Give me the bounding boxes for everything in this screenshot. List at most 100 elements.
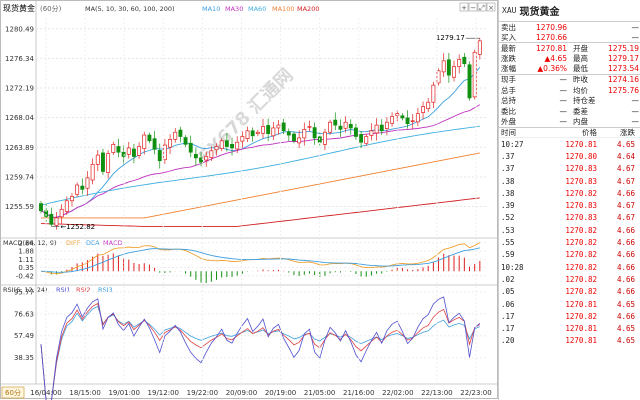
candle-body [359, 134, 364, 143]
candle-body [271, 127, 276, 137]
candle-body [162, 144, 167, 161]
ticks-header: 时间 价格 涨跌 [499, 127, 640, 138]
candle [328, 119, 333, 135]
x-tick-label: 20/09:00 [226, 389, 257, 397]
macd-tick-label: 0.35 [18, 264, 34, 272]
tick-change: 4.66 [616, 274, 635, 284]
quote-value: — [559, 117, 568, 127]
candle [168, 134, 173, 154]
candle [173, 127, 178, 143]
y-tick-label: 1263.89 [5, 144, 34, 152]
rsi-legend-rsi1: RSI1 [56, 286, 71, 294]
tick-row: .59 1270.82 4.66 [499, 249, 640, 261]
candle-body [261, 126, 265, 134]
macd-params-label: MACD(26, 12, 9) [3, 239, 57, 247]
tick-row: .06 1270.81 4.65 [499, 298, 640, 310]
candle-body [328, 121, 333, 133]
candle-body [446, 59, 451, 76]
tick-row: .20 1270.81 4.65 [499, 335, 640, 347]
zoom-out-icon[interactable]: − [468, 2, 478, 12]
rsi-tick-label: 38.35 [14, 354, 34, 362]
candle [147, 132, 152, 144]
chart-title: 现货黄金 [3, 3, 35, 13]
quote-label: 委差 [573, 106, 588, 116]
candle-body [204, 156, 209, 161]
tick-time: .55 [501, 238, 515, 248]
tick-price: 1270.81 [565, 139, 597, 149]
quote-value: — [559, 85, 568, 95]
candle [312, 122, 317, 145]
candle-body [302, 129, 307, 139]
candle [343, 116, 348, 133]
tick-price: 1270.82 [565, 287, 597, 297]
tick-row: .17 1270.81 4.65 [499, 322, 640, 334]
candle-body [111, 143, 116, 153]
candle [199, 151, 203, 167]
tick-price: 1270.80 [565, 151, 597, 161]
candle [75, 182, 80, 197]
ma10-line [40, 67, 481, 218]
quote-label: 外盘 [501, 117, 516, 127]
period-button[interactable]: 60分 [1, 386, 25, 399]
tick-row: .37 1270.83 4.67 [499, 163, 640, 175]
candle-body [188, 142, 193, 153]
candle [281, 118, 286, 135]
candle-body [75, 184, 80, 195]
quote-row: 涨幅 ▲0.36% 最低 1273.54 [499, 64, 640, 75]
candle-body [292, 133, 296, 142]
fullscreen-icon[interactable]: ⤢ [477, 2, 487, 12]
y-tick-label: 1268.04 [5, 114, 34, 122]
tick-change: 4.64 [616, 151, 635, 161]
candle-body [286, 131, 291, 136]
macd-tick-label: -0.42 [16, 272, 34, 280]
tick-price: 1270.81 [565, 324, 597, 334]
ma-params-label: MA(5, 10, 30, 60, 100, 200) [85, 5, 175, 13]
candle [292, 131, 296, 144]
macd-dea-line [40, 247, 480, 273]
y-tick-label: 1255.59 [5, 203, 34, 211]
quote-label: 现手 [501, 75, 516, 85]
zoom-in-icon[interactable]: + [459, 2, 469, 12]
tick-change: 4.66 [616, 188, 635, 198]
candle [333, 112, 338, 131]
candle-body [95, 154, 100, 165]
tick-time: .52 [501, 213, 515, 223]
high-label: 1279.17 [436, 34, 465, 42]
quote-label: 开盘 [573, 43, 588, 53]
candle-body [415, 113, 420, 123]
rsi-legend-rsi2: RSI2 [76, 286, 91, 294]
candle-body [421, 106, 425, 113]
candle [230, 137, 234, 156]
candle [441, 53, 446, 77]
x-tick-label: 19/22:00 [187, 389, 218, 397]
candle-body [209, 150, 214, 158]
quote-label: 涨跌 [501, 54, 516, 64]
quote-panel: XAU 现货黄金 卖出 1270.96 — 买入 1270.66 — 最新 1270.81 开盘… [498, 0, 640, 400]
tick-change: 4.66 [616, 287, 635, 297]
quote-value: — [631, 32, 640, 42]
quote-label: 总手 [501, 85, 516, 95]
candle [111, 141, 116, 156]
candle-body [297, 137, 302, 144]
quote-value: 1270.96 [535, 22, 567, 32]
candle [405, 110, 410, 129]
tick-list[interactable]: 10:27 1270.81 4.65 .37 1270.80 4.64 .37 1270.83… [499, 138, 640, 347]
x-tick-label: 22/13:00 [421, 389, 452, 397]
candle-body [343, 121, 348, 129]
candle-body [101, 152, 105, 172]
tick-price: 1270.83 [565, 213, 597, 223]
close-icon[interactable]: × [486, 2, 496, 12]
candle-body [131, 148, 136, 157]
quote-row: 委比 — 委差 — [499, 106, 640, 117]
macd-diff-line [40, 242, 481, 275]
ma-legend-ma10: MA10 [202, 5, 220, 13]
candle [116, 138, 121, 158]
candle-body [235, 141, 240, 150]
x-tick-label: 19/01:00 [108, 389, 139, 397]
ticks-header-price: 价格 [582, 128, 597, 137]
quote-value: — [559, 96, 568, 106]
candle [431, 81, 436, 109]
candle [59, 204, 64, 224]
